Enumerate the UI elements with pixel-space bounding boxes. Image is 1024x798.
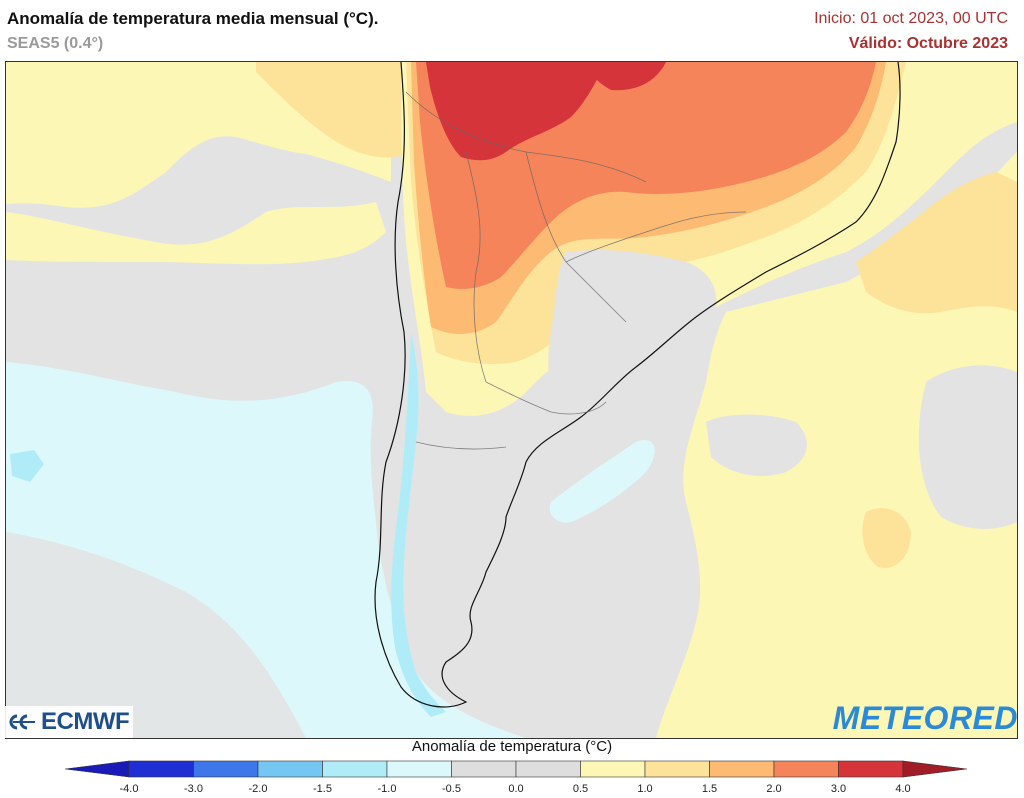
colorbar-tick-label: -4.0 <box>119 783 139 795</box>
colorbar-tick-label: -1.0 <box>377 783 397 795</box>
warm-anomaly-brazil-peak <box>586 62 666 91</box>
cold-anomaly-spot <box>10 450 44 482</box>
colorbar-tick-label: -0.5 <box>442 783 461 795</box>
ecmwf-logo-text: ECMWF <box>41 708 130 735</box>
model-label: SEAS5 (0.4°) <box>7 35 104 52</box>
colorbar-tick-label: 0.5 <box>572 783 589 795</box>
colorbar-bin <box>580 760 646 778</box>
colorbar-bin <box>709 760 775 778</box>
anomaly-map <box>5 61 1018 739</box>
colorbar <box>64 760 968 778</box>
colorbar-under-arrow <box>64 760 130 778</box>
cold-anomaly-andes <box>391 332 446 717</box>
colorbar-bin <box>838 760 904 778</box>
colorbar-bin <box>257 760 323 778</box>
valid-period: Válido: Octubre 2023 <box>848 35 1008 52</box>
colorbar-bin <box>515 760 581 778</box>
colorbar-over-arrow <box>902 760 968 778</box>
colorbar-tick-label: 1.0 <box>637 783 653 795</box>
colorbar-tick-label: 4.0 <box>895 783 911 795</box>
neutral-southern-cone <box>548 250 717 408</box>
warm-anomaly-atlantic-spot <box>862 508 911 568</box>
colorbar-tick-label: 0.0 <box>508 783 524 795</box>
coastline-south-america <box>374 62 901 708</box>
colorbar-bin <box>773 760 839 778</box>
neutral-atlantic-center <box>706 414 807 477</box>
colorbar-tick-label: -3.0 <box>184 783 203 795</box>
init-time: Inicio: 01 oct 2023, 00 UTC <box>814 10 1008 27</box>
ecmwf-logo-icon <box>9 714 35 730</box>
neutral-pacific-tongue <box>6 532 306 738</box>
ecmwf-logo: ECMWF <box>5 706 134 738</box>
neutral-atlantic-east <box>918 365 1017 529</box>
colorbar-bin <box>322 760 388 778</box>
country-borders <box>405 91 747 450</box>
colorbar-bin <box>128 760 194 778</box>
cold-anomaly-atlantic <box>549 440 655 523</box>
colorbar-bin <box>193 760 259 778</box>
warm-anomaly-chile-north <box>256 62 411 158</box>
colorbar-tick-label: 2.0 <box>766 783 782 795</box>
colorbar-tick-label: -1.5 <box>313 783 332 795</box>
colorbar-bin <box>386 760 452 778</box>
map-title: Anomalía de temperatura media mensual (°… <box>7 9 379 28</box>
colorbar-bin <box>451 760 517 778</box>
warm-anomaly-atlantic-orange <box>856 172 1017 314</box>
colorbar-tick-label: -2.0 <box>248 783 268 795</box>
colorbar-title: Anomalía de temperatura (°C) <box>411 738 613 755</box>
colorbar-tick-label: 3.0 <box>830 783 847 795</box>
colorbar-tick-label: 1.5 <box>701 783 718 795</box>
colorbar-bin <box>644 760 710 778</box>
meteored-logo: METEORED <box>832 700 1018 736</box>
warm-anomaly-pacific-band <box>6 202 386 265</box>
